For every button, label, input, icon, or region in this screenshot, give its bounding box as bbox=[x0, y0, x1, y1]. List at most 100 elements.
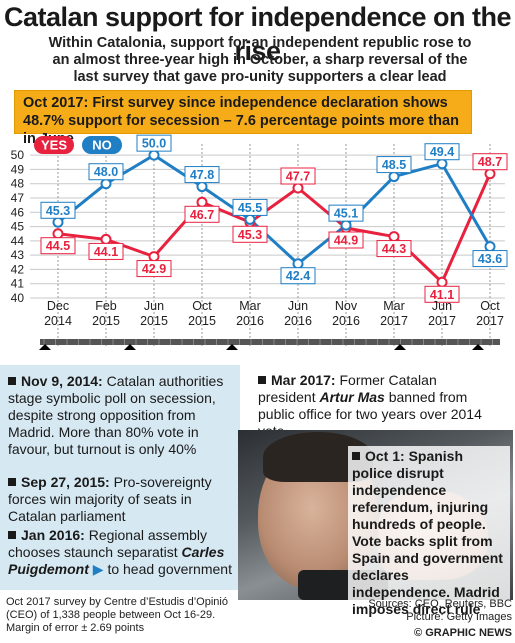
data-point-yes bbox=[388, 231, 400, 243]
data-label-text: 44.5 bbox=[46, 239, 70, 253]
y-tick-label: 41 bbox=[11, 277, 25, 291]
x-tick-label: Mar 2017 bbox=[380, 299, 408, 328]
data-label-no: 48.0 bbox=[88, 163, 124, 181]
series-line-yes bbox=[57, 173, 492, 284]
page-subtitle: Within Catalonia, support for an indepen… bbox=[48, 35, 472, 85]
data-label-box bbox=[40, 237, 76, 255]
y-tick-label: 48 bbox=[11, 177, 25, 191]
survey-note: Oct 2017 survey by Centre d’Estudis d’Op… bbox=[6, 596, 228, 634]
data-point-no bbox=[388, 171, 400, 183]
event-date: Sep 27, 2015: bbox=[21, 474, 110, 490]
legend-swatch-no bbox=[82, 136, 122, 154]
data-point-yes bbox=[52, 228, 64, 240]
timeline-event-marker bbox=[124, 344, 136, 350]
data-label-no: 43.6 bbox=[472, 250, 508, 268]
data-point-yes bbox=[196, 196, 208, 208]
data-point-yes bbox=[292, 182, 304, 194]
y-tick-label: 49 bbox=[11, 162, 25, 176]
data-label-box bbox=[472, 153, 508, 171]
x-tick-label: Dec 2014 bbox=[44, 299, 72, 328]
data-label-text: 48.7 bbox=[478, 155, 502, 169]
bullet-icon bbox=[8, 531, 16, 539]
event-nov-2014: Nov 9, 2014: Catalan authorities stage s… bbox=[8, 373, 232, 458]
sources: Sources: CEO, Reuters, BBC bbox=[368, 598, 512, 610]
x-tick-label: Oct 2017 bbox=[476, 299, 504, 328]
data-label-box bbox=[88, 242, 124, 260]
event-text: Former Catalan president bbox=[258, 372, 437, 405]
data-label-yes: 42.9 bbox=[136, 260, 172, 278]
x-tick-label: Mar 2016 bbox=[236, 299, 264, 328]
data-label-box bbox=[232, 225, 268, 243]
data-label-box bbox=[40, 201, 76, 219]
data-point-no bbox=[484, 241, 496, 253]
picture-credit: Picture: Getty Images bbox=[406, 611, 512, 623]
data-label-box bbox=[184, 205, 220, 223]
data-label-text: 45.1 bbox=[334, 207, 358, 221]
data-label-text: 42.4 bbox=[286, 269, 310, 283]
data-label-text: 41.1 bbox=[430, 288, 454, 302]
data-point-no bbox=[196, 181, 208, 193]
data-label-no: 45.3 bbox=[40, 201, 76, 219]
data-point-no bbox=[292, 258, 304, 270]
x-tick-label: Jun 2016 bbox=[284, 299, 312, 328]
data-label-box bbox=[424, 143, 460, 161]
x-tick-label: Feb 2015 bbox=[92, 299, 120, 328]
bullet-icon bbox=[8, 478, 16, 486]
data-label-box bbox=[376, 240, 412, 258]
timeline-event-marker bbox=[472, 344, 484, 350]
y-tick-label: 43 bbox=[11, 248, 25, 262]
legend-swatch-yes bbox=[34, 136, 74, 154]
event-text: Regional assembly chooses staunch separa… bbox=[8, 527, 208, 560]
data-label-yes: 45.3 bbox=[232, 225, 268, 243]
data-label-text: 47.7 bbox=[286, 170, 310, 184]
data-label-box bbox=[472, 250, 508, 268]
y-tick-label: 47 bbox=[11, 191, 25, 205]
data-label-yes: 41.1 bbox=[424, 285, 460, 303]
y-tick-label: 42 bbox=[11, 262, 25, 276]
legend-label-yes: YES bbox=[41, 138, 67, 153]
data-label-text: 47.8 bbox=[190, 168, 214, 182]
data-point-yes bbox=[436, 276, 448, 288]
person-name: Carles Puigdemont bbox=[8, 544, 225, 577]
data-label-box bbox=[424, 285, 460, 303]
event-jan-2016: Jan 2016: Regional assembly chooses stau… bbox=[8, 527, 232, 578]
event-sep-2015: Sep 27, 2015: Pro-sovereignty forces win… bbox=[8, 474, 232, 525]
data-point-yes bbox=[484, 168, 496, 180]
data-label-no: 48.5 bbox=[376, 156, 412, 174]
data-label-box bbox=[328, 231, 364, 249]
event-text: Catalan authorities stage symbolic poll … bbox=[8, 373, 224, 457]
data-label-text: 45.3 bbox=[238, 228, 262, 242]
x-tick-label: Jun 2015 bbox=[140, 299, 168, 328]
data-label-text: 48.5 bbox=[382, 158, 406, 172]
event-date: Jan 2016: bbox=[21, 527, 85, 543]
data-label-text: 45.5 bbox=[238, 201, 262, 215]
y-tick-label: 50 bbox=[11, 148, 25, 162]
data-label-box bbox=[136, 260, 172, 278]
data-point-no bbox=[244, 213, 256, 225]
series-line-no bbox=[57, 153, 492, 266]
y-tick-label: 45 bbox=[11, 220, 25, 234]
person-name: Artur Mas bbox=[319, 389, 385, 405]
data-label-text: 42.9 bbox=[142, 262, 166, 276]
data-label-text: 50.0 bbox=[142, 137, 166, 151]
data-label-yes: 44.5 bbox=[40, 237, 76, 255]
x-tick-label: Jun 2017 bbox=[428, 299, 456, 328]
data-label-text: 45.3 bbox=[46, 204, 70, 218]
data-label-text: 48.0 bbox=[94, 165, 118, 179]
bullet-icon bbox=[8, 377, 16, 385]
data-label-text: 44.3 bbox=[382, 242, 406, 256]
data-label-text: 46.7 bbox=[190, 208, 214, 222]
event-date: Mar 2017: bbox=[271, 372, 336, 388]
data-label-yes: 44.9 bbox=[328, 231, 364, 249]
oct2017-callout: Oct 2017: First survey since independenc… bbox=[14, 90, 472, 147]
data-point-no bbox=[100, 178, 112, 190]
events-panel bbox=[0, 365, 240, 590]
data-label-yes: 48.7 bbox=[472, 153, 508, 171]
timeline-event-marker bbox=[226, 344, 238, 350]
data-label-text: 43.6 bbox=[478, 252, 502, 266]
data-label-no: 49.4 bbox=[424, 143, 460, 161]
graphic-news-credit: © GRAPHIC NEWS bbox=[414, 627, 512, 639]
event-oct-1: Oct 1: Spanish police disrupt independen… bbox=[348, 446, 510, 620]
page-title: Catalan support for independence on the … bbox=[3, 2, 512, 66]
